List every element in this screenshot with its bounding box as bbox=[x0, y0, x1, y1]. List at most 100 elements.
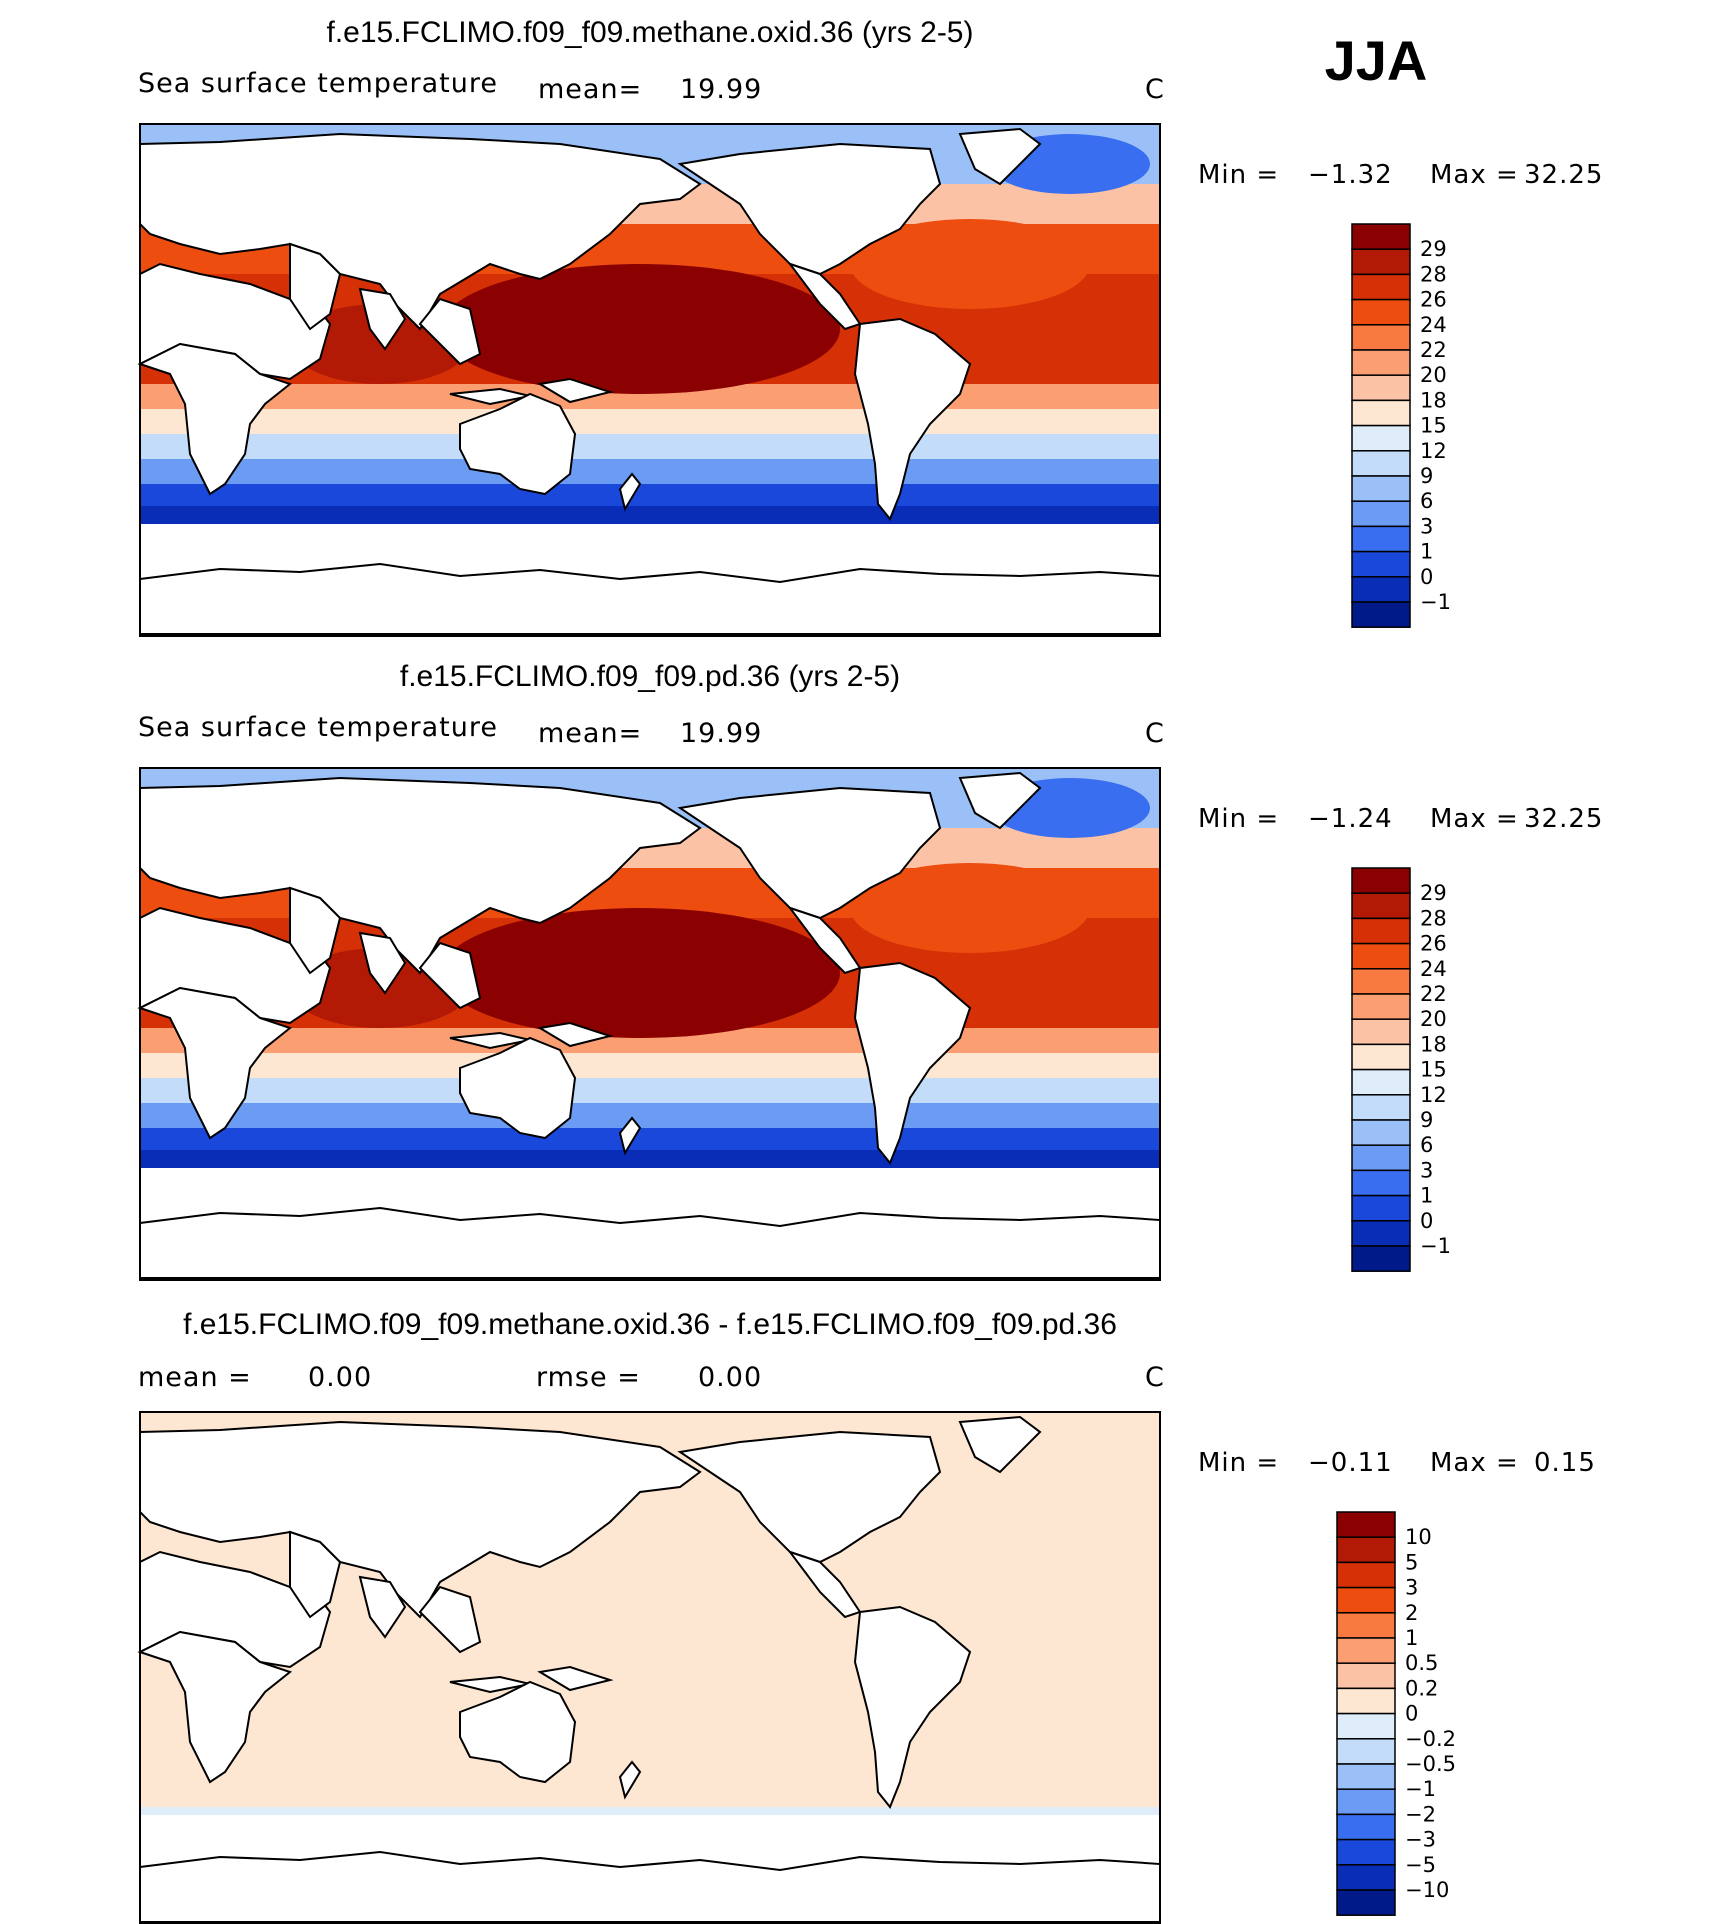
colorbar-swatch bbox=[1351, 1144, 1411, 1172]
colorbar-tick-label: 0 bbox=[1405, 1702, 1418, 1726]
colorbar-swatch bbox=[1351, 500, 1411, 528]
panel2-mean-label: mean= bbox=[538, 718, 642, 749]
colorbar-tick-label: 3 bbox=[1420, 1158, 1433, 1182]
colorbar-swatch bbox=[1351, 1043, 1411, 1071]
colorbar-tick-label: 10 bbox=[1405, 1525, 1432, 1549]
colorbar-tick-label: 29 bbox=[1420, 237, 1447, 261]
panel1-units: C bbox=[1145, 74, 1165, 105]
colorbar-tick-label: 5 bbox=[1405, 1550, 1418, 1574]
colorbar-swatch bbox=[1351, 399, 1411, 427]
colorbar-tick-label: 12 bbox=[1420, 1083, 1447, 1107]
panel1-max-value: 32.25 bbox=[1524, 160, 1603, 190]
colorbar-tick-label: 24 bbox=[1420, 313, 1447, 337]
panel3-rmse-value: 0.00 bbox=[698, 1362, 762, 1393]
colorbar-tick-label: 0.2 bbox=[1405, 1676, 1438, 1700]
panel2-title: f.e15.FCLIMO.f09_f09.pd.36 (yrs 2-5) bbox=[400, 660, 900, 693]
colorbar-swatch bbox=[1351, 1220, 1411, 1247]
colorbar-tick-label: 20 bbox=[1420, 363, 1447, 387]
panel3-map bbox=[139, 1411, 1161, 1924]
colorbar-tick-label: 6 bbox=[1420, 1133, 1433, 1157]
panel1-variable: Sea surface temperature bbox=[138, 68, 498, 99]
season-label: JJA bbox=[1325, 29, 1428, 92]
panel3-units: C bbox=[1145, 1362, 1165, 1393]
colorbar-swatch bbox=[1336, 1738, 1396, 1765]
panel3-mean-value: 0.00 bbox=[308, 1362, 372, 1393]
colorbar-tick-label: 15 bbox=[1420, 1058, 1447, 1082]
colorbar-tick-label: 22 bbox=[1420, 982, 1447, 1006]
colorbar-tick-label: 3 bbox=[1420, 514, 1433, 538]
colorbar-tick-label: 12 bbox=[1420, 439, 1447, 463]
panel2-mean-value: 19.99 bbox=[680, 718, 762, 749]
panel3-max-label: Max = bbox=[1430, 1448, 1519, 1478]
colorbar-swatch bbox=[1351, 1169, 1411, 1197]
colorbar-tick-label: 0 bbox=[1420, 1209, 1433, 1233]
colorbar-swatch bbox=[1336, 1813, 1396, 1841]
colorbar-tick-label: 0 bbox=[1420, 565, 1433, 589]
colorbar-tick-label: −10 bbox=[1405, 1878, 1449, 1902]
panel1-min-label: Min = bbox=[1198, 160, 1279, 190]
colorbar-swatch bbox=[1351, 576, 1411, 603]
colorbar-swatch bbox=[1351, 374, 1411, 402]
colorbar-swatch bbox=[1336, 1838, 1396, 1866]
colorbar-swatch bbox=[1336, 1889, 1396, 1916]
colorbar-swatch bbox=[1351, 525, 1411, 553]
panel1-map bbox=[139, 123, 1161, 637]
colorbar-tick-label: 22 bbox=[1420, 338, 1447, 362]
colorbar-tick-label: 1 bbox=[1420, 540, 1433, 564]
panel2-map bbox=[139, 767, 1161, 1281]
colorbar-tick-label: −1 bbox=[1405, 1777, 1436, 1801]
colorbar-swatch bbox=[1351, 942, 1411, 970]
colorbar-swatch bbox=[1351, 475, 1411, 502]
colorbar-tick-label: −3 bbox=[1405, 1828, 1436, 1852]
colorbar-tick-label: 18 bbox=[1420, 388, 1447, 412]
colorbar-swatch bbox=[1351, 273, 1411, 301]
colorbar-tick-label: 1 bbox=[1405, 1626, 1418, 1650]
colorbar-swatch bbox=[1351, 550, 1411, 578]
colorbar-tick-label: −1 bbox=[1420, 590, 1451, 614]
colorbar-tick-label: 20 bbox=[1420, 1007, 1447, 1031]
panel3-title: f.e15.FCLIMO.f09_f09.methane.oxid.36 - f… bbox=[183, 1308, 1117, 1341]
panel2-max-value: 32.25 bbox=[1524, 804, 1603, 834]
colorbar-tick-label: 0.5 bbox=[1405, 1651, 1438, 1675]
colorbar-tick-label: 24 bbox=[1420, 957, 1447, 981]
colorbar-swatch bbox=[1351, 248, 1411, 276]
colorbar-swatch bbox=[1351, 424, 1411, 452]
colorbar-swatch bbox=[1351, 1119, 1411, 1146]
colorbar-tick-label: 1 bbox=[1420, 1184, 1433, 1208]
colorbar-swatch bbox=[1336, 1637, 1396, 1664]
colorbar-swatch bbox=[1351, 349, 1411, 376]
colorbar-tick-label: −0.5 bbox=[1405, 1752, 1456, 1776]
panel3-min-label: Min = bbox=[1198, 1448, 1279, 1478]
colorbar-tick-label: 6 bbox=[1420, 489, 1433, 513]
colorbar-swatch bbox=[1351, 450, 1411, 477]
colorbar-swatch bbox=[1351, 917, 1411, 945]
colorbar-tick-label: 18 bbox=[1420, 1032, 1447, 1056]
colorbar-tick-label: 28 bbox=[1420, 906, 1447, 930]
colorbar-tick-label: 3 bbox=[1405, 1576, 1418, 1600]
panel2-max-label: Max = bbox=[1430, 804, 1519, 834]
colorbar-swatch bbox=[1351, 1245, 1411, 1272]
colorbar-tick-label: −1 bbox=[1420, 1234, 1451, 1258]
colorbar-swatch bbox=[1336, 1586, 1396, 1614]
colorbar-swatch bbox=[1351, 993, 1411, 1020]
panel2-variable: Sea surface temperature bbox=[138, 712, 498, 743]
colorbar-tick-label: 26 bbox=[1420, 288, 1447, 312]
colorbar-swatch bbox=[1351, 1068, 1411, 1096]
colorbar-tick-label: 26 bbox=[1420, 932, 1447, 956]
colorbar-swatch bbox=[1351, 298, 1411, 326]
colorbar-tick-label: −0.2 bbox=[1405, 1727, 1456, 1751]
colorbar-swatch bbox=[1336, 1536, 1396, 1564]
colorbar-swatch bbox=[1336, 1561, 1396, 1589]
colorbar-swatch bbox=[1336, 1612, 1396, 1639]
colorbar-swatch bbox=[1336, 1788, 1396, 1816]
colorbar-tick-label: 15 bbox=[1420, 414, 1447, 438]
panel1-min-value: −1.32 bbox=[1308, 160, 1393, 190]
colorbar-swatch bbox=[1351, 892, 1411, 920]
colorbar-tick-label: −5 bbox=[1405, 1853, 1436, 1877]
colorbar-tick-label: 2 bbox=[1405, 1601, 1418, 1625]
panel1-mean-value: 19.99 bbox=[680, 74, 762, 105]
colorbar-swatch bbox=[1336, 1511, 1396, 1538]
colorbar-swatch bbox=[1351, 324, 1411, 351]
